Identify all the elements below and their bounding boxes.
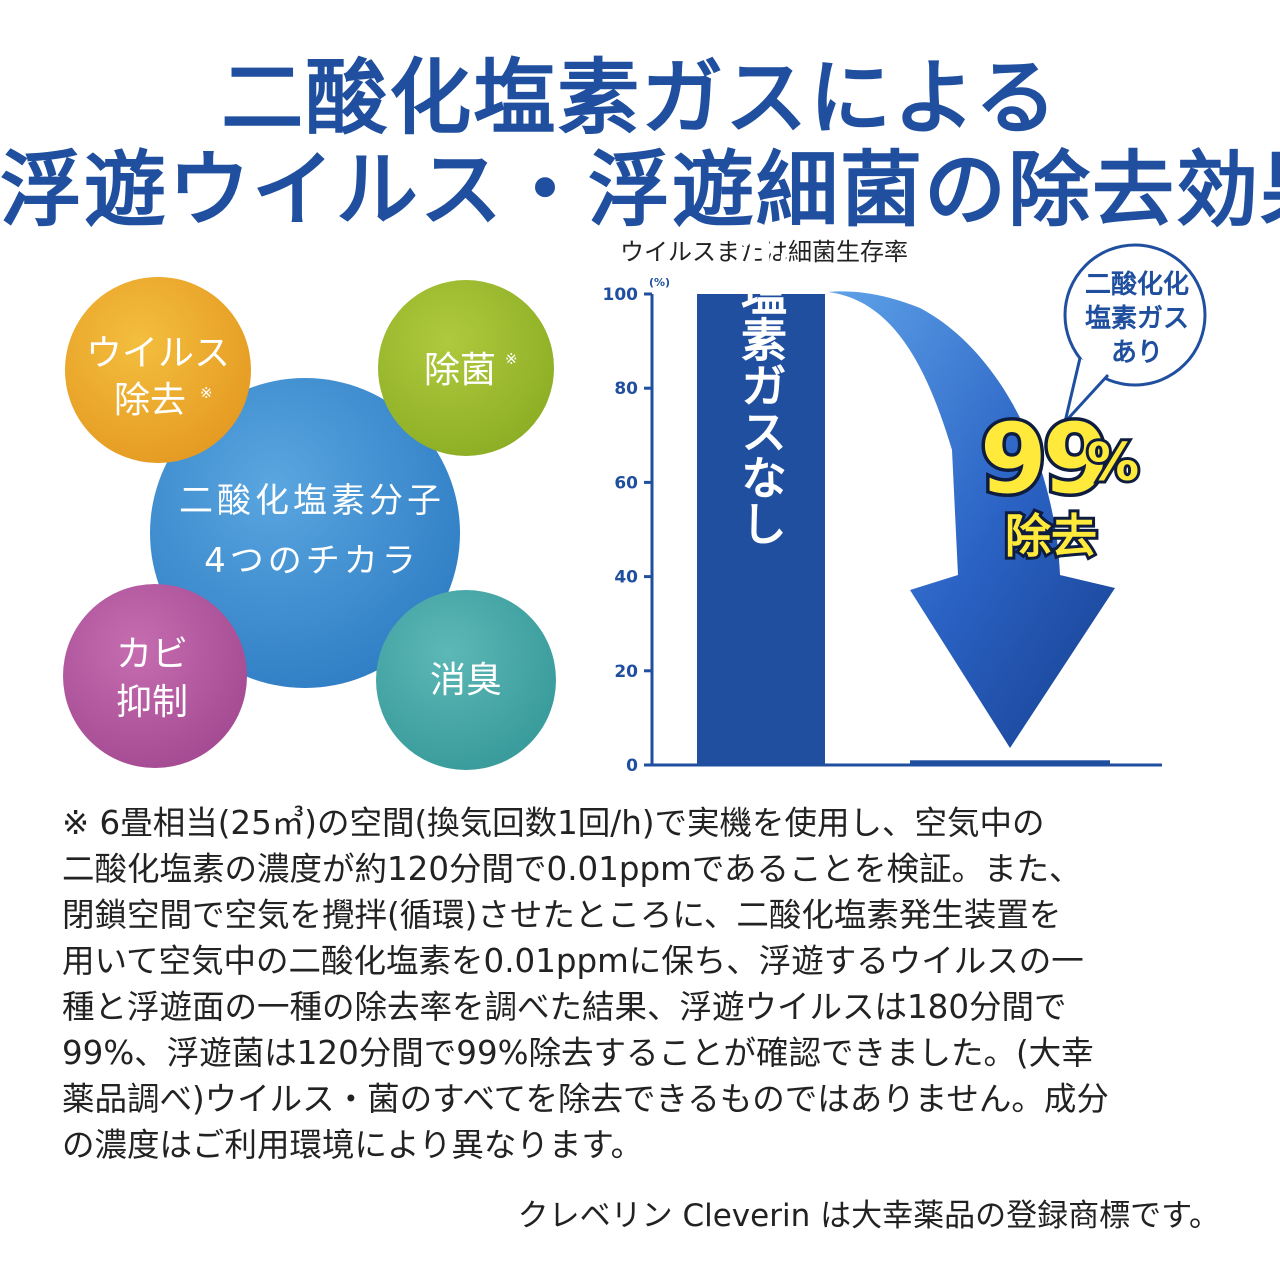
note-line: 薬品調べ)ウイルス・菌のすべてを除去できるものではありません。成分 xyxy=(62,1080,1109,1118)
y-tick-label: 60 xyxy=(614,473,638,493)
circle-sterilization-mark: ※ xyxy=(505,350,518,368)
center-circle-line-2: 4つのチカラ xyxy=(204,541,420,581)
note-line: 用いて空気中の二酸化塩素を0.01ppmに保ち、浮遊するウイルスの一 xyxy=(62,942,1084,980)
callout-line-1: 二酸化化 xyxy=(1085,270,1189,300)
page-title-line-1: 二酸化塩素ガスによる xyxy=(221,51,1059,146)
reduction-unit: % xyxy=(1087,433,1139,493)
bar-with-gas xyxy=(910,760,1110,765)
four-powers-diagram: 二酸化塩素分子 4つのチカラ ウイルス 除去 ※ 除菌 ※ カビ 抑制 消臭 xyxy=(63,277,556,770)
callout-line-3: あり xyxy=(1111,338,1163,368)
note-line: ※ 6畳相当(25㎥)の空間(換気回数1回/h)で実機を使用し、空気中の xyxy=(62,804,1045,842)
y-axis-ticks: 0 20 40 60 80 100 xyxy=(603,285,652,776)
circle-mold-suppression xyxy=(63,584,247,768)
circle-mold-suppression-line-2: 抑制 xyxy=(116,682,188,723)
circle-sterilization xyxy=(378,280,554,456)
callout-bubble: 二酸化化 塩素ガス あり xyxy=(1063,243,1207,424)
circle-sterilization-line-1: 除菌 xyxy=(424,350,496,391)
note-line: 二酸化塩素の濃度が約120分間で0.01ppmであることを検証。また、 xyxy=(62,850,1082,888)
center-circle-line-1: 二酸化塩素分子 xyxy=(179,481,445,521)
chart-title: ウイルスまたは細菌生存率 xyxy=(620,238,908,266)
y-tick-label: 80 xyxy=(614,379,638,399)
bar-without-gas xyxy=(697,294,825,765)
y-axis-unit: (%) xyxy=(649,276,670,289)
reduction-value: 99 xyxy=(980,403,1106,515)
circle-deodorization-line-1: 消臭 xyxy=(430,660,502,701)
y-tick-label: 0 xyxy=(626,756,638,776)
circle-virus-removal-line-1: ウイルス xyxy=(86,333,230,374)
note-line: の濃度はご利用環境により異なります。 xyxy=(62,1126,644,1164)
y-tick-label: 40 xyxy=(614,568,638,588)
circle-virus-removal-mark: ※ xyxy=(200,384,213,402)
circle-deodorization xyxy=(376,590,556,770)
reduction-text: 除去 xyxy=(1005,509,1097,563)
y-tick-label: 100 xyxy=(603,285,639,305)
bar-without-gas-label: 二酸化塩素ガスなし xyxy=(734,230,788,546)
y-tick-label: 20 xyxy=(614,662,638,682)
trademark-note: クレベリン Cleverin は大幸薬品の登録商標です。 xyxy=(517,1198,1220,1234)
note-line: 閉鎖空間で空気を攪拌(循環)させたところに、二酸化塩素発生装置を xyxy=(62,896,1062,934)
note-line: 99%、浮遊菌は120分間で99%除去することが確認できました。(大幸 xyxy=(62,1034,1094,1072)
center-circle xyxy=(150,378,460,688)
circle-mold-suppression-line-1: カビ xyxy=(116,634,188,675)
page-title-line-2: 浮遊ウイルス・浮遊細菌の除去効果 xyxy=(0,143,1280,238)
callout-line-2: 塩素ガス xyxy=(1085,304,1189,334)
reduction-badge: 99 % 除去 xyxy=(977,400,1143,567)
circle-virus-removal xyxy=(65,277,251,463)
reduction-arrow xyxy=(828,291,1115,748)
disclaimer-note: ※ 6畳相当(25㎥)の空間(換気回数1回/h)で実機を使用し、空気中の 二酸化… xyxy=(62,800,1232,1168)
circle-virus-removal-line-2: 除去 xyxy=(114,380,186,421)
note-line: 種と浮遊面の一種の除去率を調べた結果、浮遊ウイルスは180分間で xyxy=(62,988,1067,1026)
